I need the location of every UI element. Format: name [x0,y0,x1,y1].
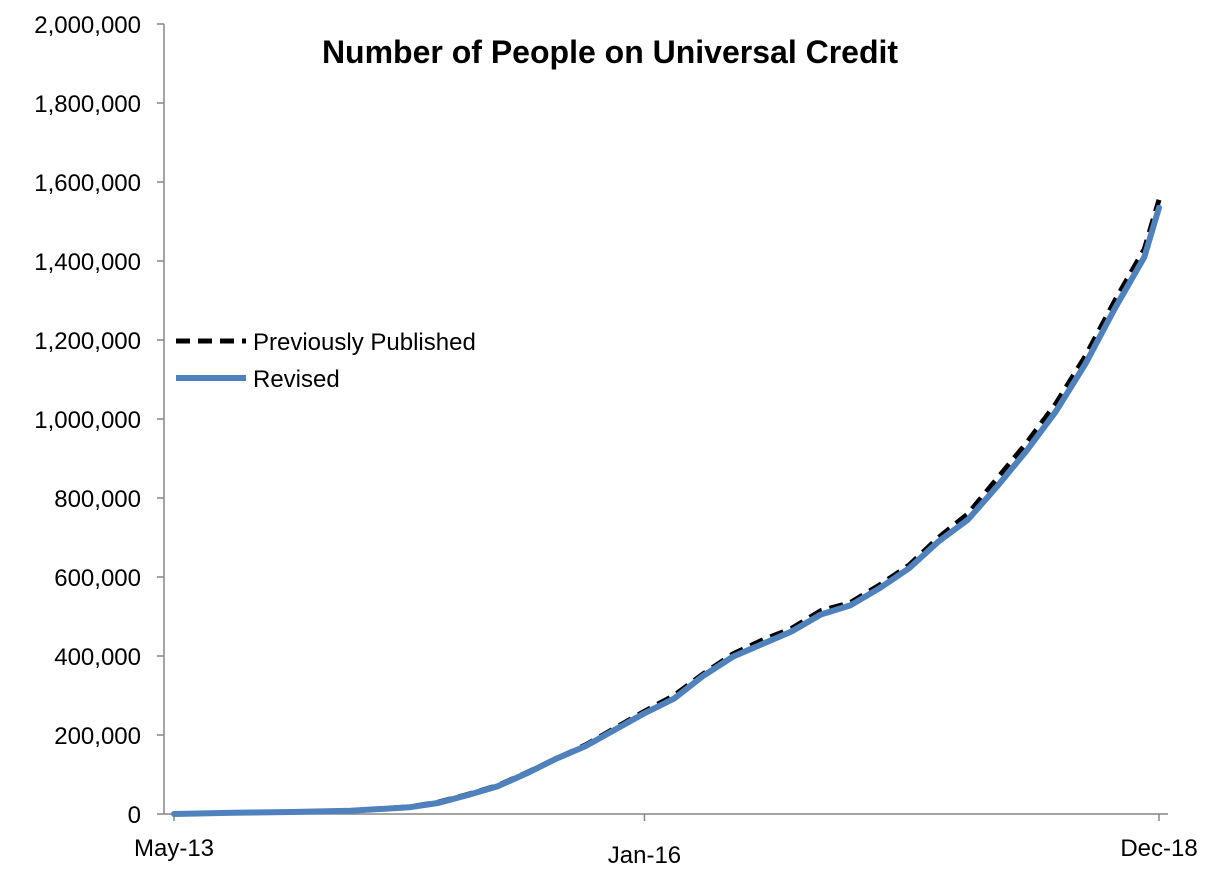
series-lines [171,199,1162,817]
y-tick-label: 1,000,000 [34,407,141,434]
series-line-revised [171,204,1162,817]
y-tick-label: 1,200,000 [34,328,141,355]
y-tick-label: 0 [128,802,141,829]
series-line-previously-published [173,199,1162,817]
y-tick-label: 1,400,000 [34,249,141,276]
legend-label: Revised [253,366,340,393]
x-tick-label: Dec-18 [1120,835,1197,862]
x-axis: May-13 Jan-16 Dec-18 [134,814,1198,869]
chart-title: Number of People on Universal Credit [322,34,898,70]
y-tick-label: 600,000 [54,565,141,592]
y-tick-label: 1,600,000 [34,170,141,197]
y-axis: 0 200,000 400,000 600,000 800,000 1,000,000 1,… [34,12,164,829]
legend-label: Previously Published [253,329,476,356]
y-tick-label: 800,000 [54,486,141,513]
y-tick-label: 200,000 [54,723,141,750]
y-tick-label: 1,800,000 [34,91,141,118]
y-tick-label: 400,000 [54,644,141,671]
y-tick-label: 2,000,000 [34,12,141,39]
legend: Previously Published Revised [176,329,476,393]
x-tick-label: May-13 [134,835,214,862]
x-tick-label: Jan-16 [608,842,681,868]
